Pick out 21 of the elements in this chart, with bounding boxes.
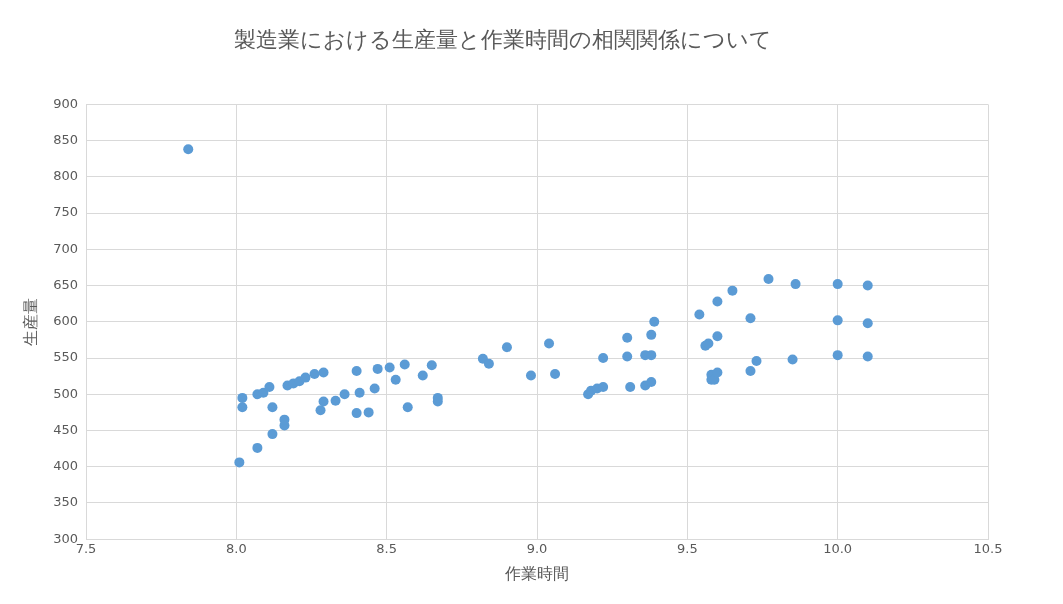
x-tick-label: 10.5 bbox=[973, 541, 1003, 557]
x-tick-label: 8.0 bbox=[226, 541, 247, 557]
y-tick-label: 450 bbox=[53, 421, 79, 437]
y-tick-label: 800 bbox=[53, 168, 79, 184]
chart-title: 製造業における生産量と作業時間の相関関係について bbox=[234, 26, 772, 52]
y-tick-label: 500 bbox=[53, 385, 79, 401]
y-axis-title: 生産量 bbox=[20, 297, 40, 346]
y-tick-label: 400 bbox=[53, 458, 79, 474]
x-tick-label: 10.0 bbox=[823, 541, 853, 557]
x-tick-label: 9.0 bbox=[526, 541, 548, 557]
y-tick-label: 750 bbox=[53, 204, 79, 220]
y-tick-label: 350 bbox=[53, 494, 79, 510]
y-tick-label: 900 bbox=[53, 95, 79, 111]
x-axis-title: 作業時間 bbox=[504, 563, 570, 583]
y-tick-label: 650 bbox=[53, 276, 79, 292]
x-tick-label: 9.5 bbox=[676, 541, 698, 557]
x-tick-label: 8.5 bbox=[376, 541, 398, 557]
y-tick-label: 550 bbox=[53, 349, 79, 365]
y-tick-label: 600 bbox=[53, 313, 79, 329]
y-tick-label: 850 bbox=[53, 132, 79, 148]
y-tick-label: 700 bbox=[53, 240, 79, 256]
